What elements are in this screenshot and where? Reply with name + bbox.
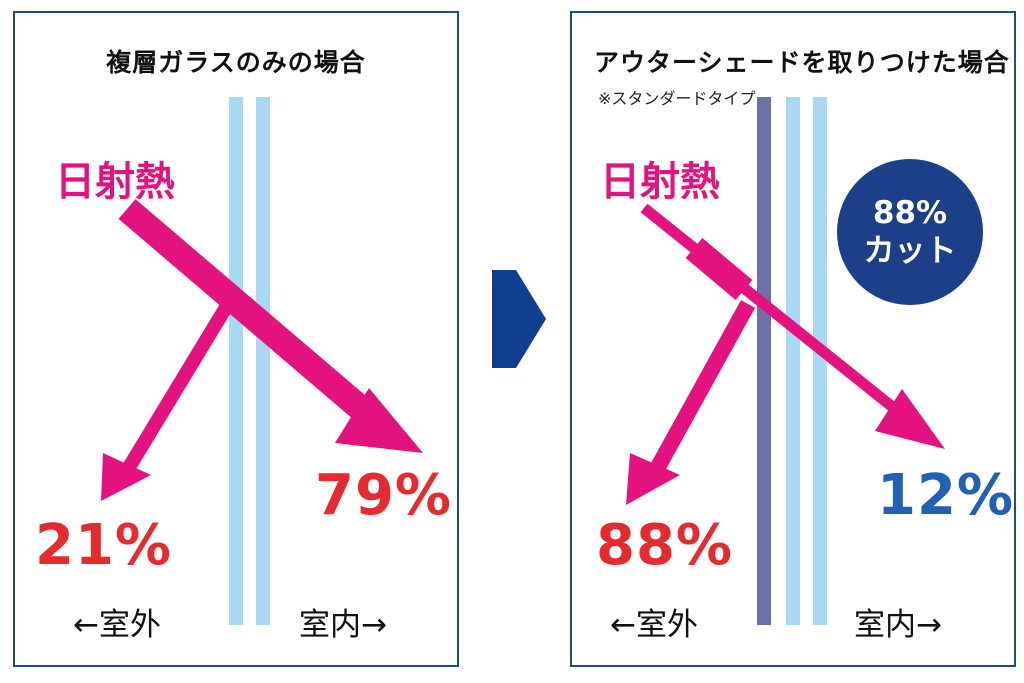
heat-label: 日射熱 bbox=[600, 159, 720, 205]
right-panel-subtitle: ※スタンダードタイプ bbox=[598, 89, 756, 108]
reflected-arrow-shaft bbox=[650, 300, 756, 471]
inside-label: 室内→ bbox=[299, 607, 387, 643]
cut-badge: 88% カット bbox=[837, 159, 983, 305]
outside-label: ←室外 bbox=[610, 607, 698, 643]
transmitted-arrow-shaft bbox=[640, 203, 914, 426]
glass-pane-1 bbox=[786, 97, 800, 625]
outer-shade bbox=[757, 97, 771, 625]
right-panel-title: アウターシェードを取りつけた場合 bbox=[594, 48, 1010, 77]
transmitted-arrow-head bbox=[335, 388, 423, 453]
next-arrow-icon bbox=[492, 270, 546, 368]
glass-pane-2 bbox=[813, 97, 827, 625]
transmit-percent: 12% bbox=[877, 463, 1015, 528]
reflect-percent: 21% bbox=[35, 513, 173, 578]
left-panel: 複層ガラスのみの場合 日射熱 21% 79% ←室外 室内→ bbox=[13, 11, 459, 667]
glass-pane-1 bbox=[229, 97, 243, 625]
heat-label: 日射熱 bbox=[55, 159, 175, 205]
reflected-arrow-shaft bbox=[122, 300, 234, 473]
badge-cut: カット bbox=[863, 233, 957, 269]
badge-percent: 88% bbox=[872, 195, 948, 231]
reflect-percent: 88% bbox=[596, 513, 734, 578]
inside-label: 室内→ bbox=[854, 607, 942, 643]
outside-label: ←室外 bbox=[73, 607, 161, 643]
left-diagram bbox=[101, 97, 423, 625]
reflected-arrow-head bbox=[101, 453, 151, 501]
right-panel: アウターシェードを取りつけた場合 ※スタンダードタイプ 日射熱 88% カット … bbox=[570, 11, 1016, 667]
right-diagram bbox=[626, 97, 945, 625]
transmitted-arrow-shaft bbox=[118, 199, 389, 435]
reflected-arrow-head bbox=[626, 453, 680, 505]
left-panel-title: 複層ガラスのみの場合 bbox=[106, 48, 366, 77]
incoming-arrow-shaft bbox=[685, 238, 753, 300]
glass-pane-2 bbox=[256, 97, 270, 625]
transmit-percent: 79% bbox=[315, 463, 453, 528]
transmitted-arrow-head bbox=[875, 389, 945, 449]
